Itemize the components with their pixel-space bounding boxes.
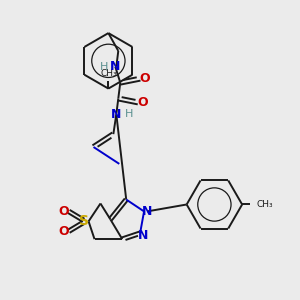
- Text: O: O: [58, 225, 69, 238]
- Text: N: N: [138, 229, 148, 242]
- Text: CH₃: CH₃: [100, 69, 117, 78]
- Text: O: O: [140, 72, 150, 85]
- Text: N: N: [111, 108, 122, 121]
- Text: H: H: [125, 109, 134, 119]
- Text: O: O: [138, 96, 148, 109]
- Text: S: S: [79, 214, 88, 228]
- Text: O: O: [58, 205, 69, 218]
- Text: CH₃: CH₃: [256, 200, 273, 209]
- Text: N: N: [110, 60, 121, 73]
- Text: N: N: [142, 205, 152, 218]
- Text: H: H: [100, 62, 108, 72]
